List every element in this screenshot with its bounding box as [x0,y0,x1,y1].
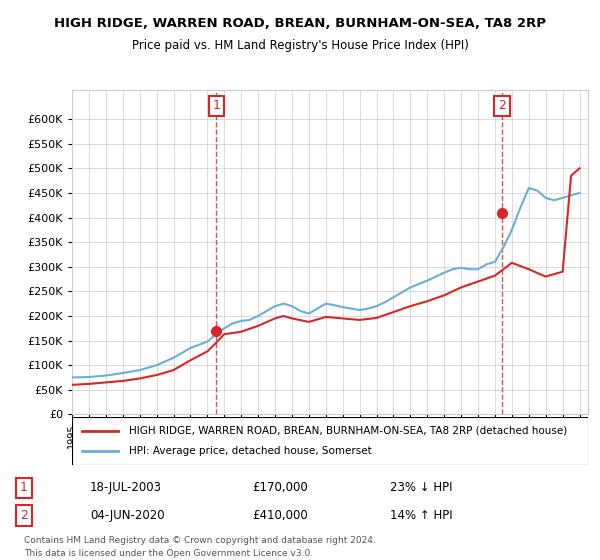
Text: 2: 2 [20,509,28,522]
Text: £170,000: £170,000 [252,482,308,494]
Text: 18-JUL-2003: 18-JUL-2003 [90,482,162,494]
Text: 1: 1 [20,482,28,494]
Text: HPI: Average price, detached house, Somerset: HPI: Average price, detached house, Some… [129,446,371,456]
Text: 04-JUN-2020: 04-JUN-2020 [90,509,164,522]
Text: HIGH RIDGE, WARREN ROAD, BREAN, BURNHAM-ON-SEA, TA8 2RP: HIGH RIDGE, WARREN ROAD, BREAN, BURNHAM-… [54,17,546,30]
Text: 14% ↑ HPI: 14% ↑ HPI [390,509,452,522]
Text: 2: 2 [498,99,506,113]
Text: £410,000: £410,000 [252,509,308,522]
Text: 23% ↓ HPI: 23% ↓ HPI [390,482,452,494]
FancyBboxPatch shape [72,417,588,465]
Text: Price paid vs. HM Land Registry's House Price Index (HPI): Price paid vs. HM Land Registry's House … [131,39,469,52]
Text: Contains HM Land Registry data © Crown copyright and database right 2024.
This d: Contains HM Land Registry data © Crown c… [24,536,376,558]
Text: HIGH RIDGE, WARREN ROAD, BREAN, BURNHAM-ON-SEA, TA8 2RP (detached house): HIGH RIDGE, WARREN ROAD, BREAN, BURNHAM-… [129,426,567,436]
Text: 1: 1 [212,99,220,113]
